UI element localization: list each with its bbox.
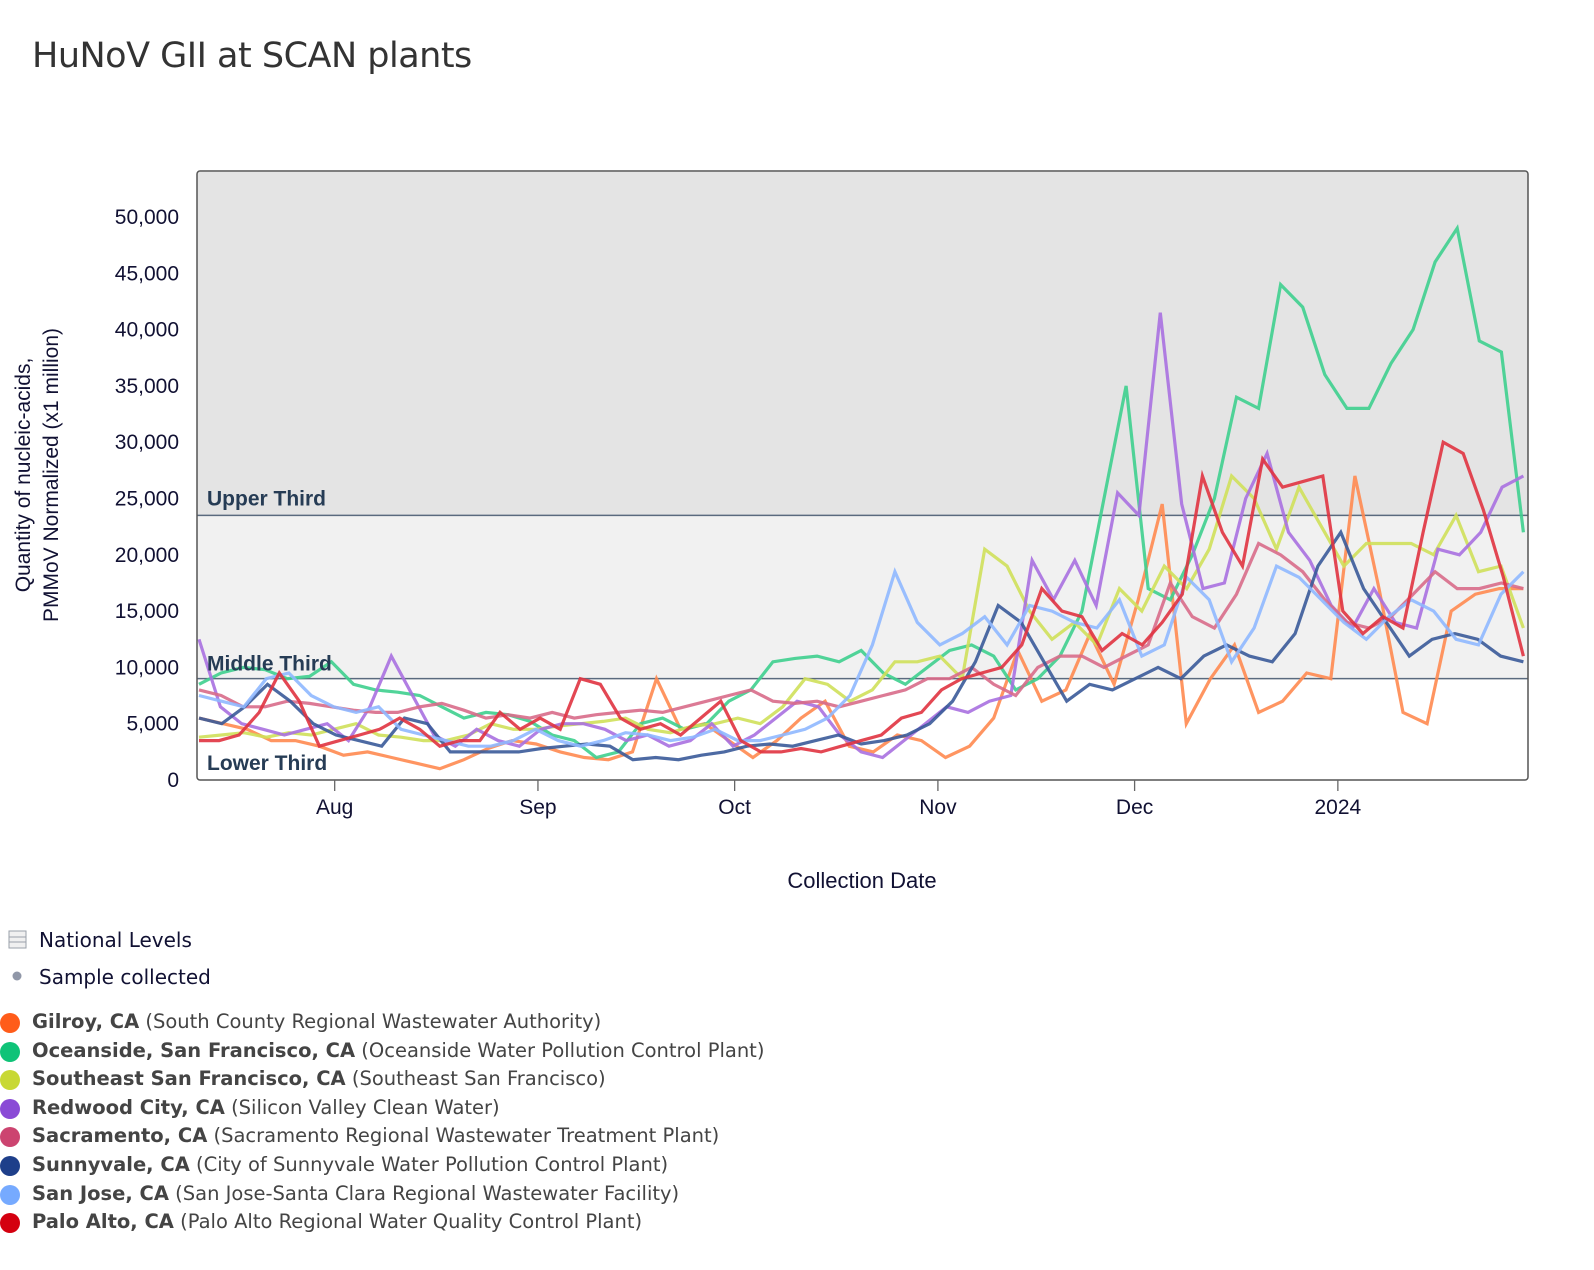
y-tick-label: 50,000: [115, 206, 179, 229]
plant-color-dot-icon: [0, 1070, 20, 1091]
y-axis: 0 5,000 10,000 15,000 20,000 25,000 30,000 35,0…: [115, 206, 179, 792]
plant-label: Sunnyvale, CA (City of Sunnyvale Water P…: [32, 1153, 668, 1176]
y-tick-label: 25,000: [115, 488, 179, 511]
plant-facility: (Silicon Valley Clean Water): [224, 1095, 500, 1119]
plant-label: San Jose, CA (San Jose-Santa Clara Regio…: [32, 1182, 679, 1205]
y-tick-label: 30,000: [115, 431, 179, 454]
national-level-bands: [197, 171, 1528, 780]
series-lines: [197, 224, 1525, 771]
band-label-lower-third: Lower Third: [207, 752, 327, 775]
y-tick-label: 0: [167, 769, 179, 792]
x-tick-label: Nov: [919, 796, 957, 819]
plant-color-dot-icon: [0, 1127, 20, 1148]
plant-facility: (City of Sunnyvale Water Pollution Contr…: [189, 1153, 669, 1176]
band-upper-third: [197, 171, 1528, 516]
plant-city: Redwood City, CA: [32, 1095, 225, 1119]
band-threshold-lines: [197, 514, 1528, 680]
x-tick-label: Oct: [718, 796, 751, 819]
plant-color-dot-icon: [0, 1156, 20, 1176]
series-line-palo-alto-ca[interactable]: [199, 439, 1525, 754]
legend-national-levels-label: National Levels: [39, 928, 192, 952]
plant-city: Sunnyvale, CA: [32, 1153, 190, 1176]
plant-label: Gilroy, CA (South County Regional Wastew…: [32, 1010, 601, 1033]
y-tick-label: 15,000: [115, 600, 179, 623]
plant-city: San Jose, CA: [32, 1181, 169, 1205]
y-axis-label-line2: PMMoV Normalized (x1 million): [40, 328, 63, 622]
plant-label: Southeast San Francisco, CA (Southeast S…: [32, 1067, 606, 1090]
plant-facility: (San Jose-Santa Clara Regional Wastewate…: [168, 1181, 680, 1205]
band-label-middle-third: Middle Third: [207, 653, 332, 676]
y-axis-label-line1: Quantity of nucleic-acids,: [12, 358, 35, 593]
y-tick-label: 45,000: [115, 262, 179, 285]
x-tick-label: 2024: [1314, 796, 1361, 819]
plant-label: Redwood City, CA (Silicon Valley Clean W…: [32, 1096, 500, 1119]
plant-city: Palo Alto, CA: [32, 1210, 174, 1234]
plant-color-dot-icon: [0, 1098, 20, 1119]
band-labels: Upper Third Middle Third Lower Third: [207, 487, 332, 775]
plot-frame: [196, 170, 1529, 781]
plant-city: Southeast San Francisco, CA: [32, 1067, 346, 1091]
y-tick-label: 10,000: [115, 656, 179, 679]
plant-color-dot-icon: [0, 1213, 20, 1234]
plant-label: Palo Alto, CA (Palo Alto Regional Water …: [32, 1210, 642, 1233]
x-tick-label: Aug: [316, 796, 353, 819]
plant-city: Oceanside, San Francisco, CA: [32, 1038, 356, 1062]
series-line-san-jose-ca[interactable]: [198, 563, 1525, 748]
series-line-gilroy-ca[interactable]: [198, 475, 1524, 771]
series-line-southeast-san-francisco-ca[interactable]: [198, 472, 1525, 743]
x-axis-label: Collection Date: [787, 868, 936, 893]
x-tick-label: Dec: [1116, 796, 1153, 819]
series-line-sunnyvale-ca[interactable]: [198, 528, 1524, 762]
sample-dot-icon: [12, 971, 22, 981]
chart-title: HuNoV GII at SCAN plants: [32, 36, 472, 76]
plant-facility: (Oceanside Water Pollution Control Plant…: [355, 1038, 765, 1062]
y-tick-label: 40,000: [115, 319, 179, 342]
plant-facility: (Palo Alto Regional Water Quality Contro…: [173, 1210, 643, 1234]
y-tick-label: 5,000: [126, 713, 179, 736]
national-levels-icon: [8, 930, 27, 949]
series-line-oceanside-san-francisco-ca[interactable]: [198, 224, 1525, 760]
plant-facility: (South County Regional Wastewater Author…: [139, 1010, 602, 1033]
plant-city: Sacramento, CA: [32, 1124, 208, 1148]
chart-svg: Upper Third Middle Third Lower Third 0 5,00…: [12, 170, 1529, 893]
x-axis: Aug Sep Oct Nov Dec 2024: [316, 780, 1362, 819]
plant-facility: (Sacramento Regional Wastewater Treatmen…: [207, 1124, 720, 1148]
series-line-redwood-city-ca[interactable]: [197, 312, 1525, 760]
y-tick-label: 35,000: [115, 375, 179, 398]
plant-label: Oceanside, San Francisco, CA (Oceanside …: [32, 1039, 764, 1062]
series-line-sacramento-ca[interactable]: [198, 541, 1524, 720]
plant-facility: (Southeast San Francisco): [345, 1067, 606, 1091]
x-tick-label: Sep: [519, 796, 556, 819]
legend-sample-collected-label: Sample collected: [39, 965, 211, 989]
plant-color-dot-icon: [0, 1013, 20, 1033]
band-label-upper-third: Upper Third: [207, 487, 326, 510]
plant-color-dot-icon: [0, 1041, 20, 1062]
y-tick-label: 20,000: [115, 544, 179, 567]
plant-label: Sacramento, CA (Sacramento Regional Wast…: [32, 1124, 719, 1147]
plant-city: Gilroy, CA: [32, 1010, 140, 1033]
plant-color-dot-icon: [0, 1184, 20, 1205]
